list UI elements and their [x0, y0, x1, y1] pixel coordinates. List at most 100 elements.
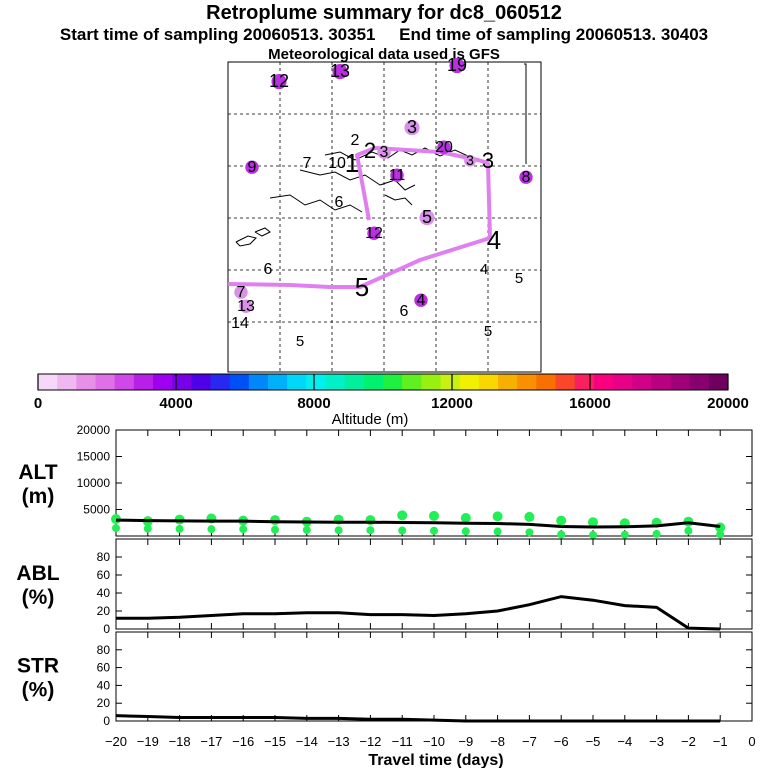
map-point-label: 11: [389, 167, 406, 184]
colorbar-swatch: [574, 374, 595, 390]
sampling-times: Start time of sampling 20060513. 30351 E…: [0, 25, 768, 45]
x-tick-label: −7: [522, 734, 537, 749]
map-frame: [227, 61, 542, 373]
altitude-point: [620, 530, 629, 539]
y-tick-label: 60: [97, 661, 111, 675]
x-tick-label: −2: [681, 734, 696, 749]
map-point-marker: [464, 154, 476, 167]
x-axis: −20 −19 −18 −17 −16 −15 −14 −13 −12 −11 −10 −9 −8 −7−…: [105, 734, 756, 768]
map-point-label: 14: [231, 315, 249, 332]
panel-unit-label: (%): [22, 586, 55, 609]
colorbar-swatch: [440, 374, 461, 390]
y-tick-label: 10000: [77, 476, 111, 490]
colorbar-swatch: [651, 374, 671, 390]
colorbar-swatch: [632, 374, 652, 390]
colorbar-swatch: [95, 374, 116, 390]
met-data-label: Meteorological data used is GFS: [268, 46, 500, 63]
altitude-point: [270, 515, 280, 526]
colorbar-swatch: [268, 374, 288, 390]
map-point-label: 9: [248, 159, 257, 176]
x-tick-label: −15: [264, 734, 286, 749]
altitude-point: [207, 525, 216, 534]
map-point-label: 2: [351, 132, 360, 149]
colorbar-swatch: [210, 374, 231, 390]
y-tick-label: 5000: [83, 503, 110, 517]
x-axis-label: Travel time (days): [368, 752, 503, 768]
map-point-marker: [271, 74, 287, 90]
x-tick-label: −5: [586, 734, 601, 749]
y-tick-label: 80: [97, 643, 111, 657]
altitude-point: [461, 527, 470, 536]
y-tick-label: 40: [97, 586, 111, 600]
y-tick-label: 15000: [77, 450, 111, 464]
x-tick-label: −19: [137, 734, 159, 749]
map-point-label: 10: [328, 155, 346, 172]
colorbar-tick-label: 12000: [431, 395, 473, 412]
colorbar-tick-label: 0: [34, 395, 42, 412]
panel-label: ABL: [16, 562, 59, 585]
x-tick-label: −11: [392, 734, 413, 749]
colorbar-swatch: [478, 374, 499, 390]
altitude-point: [175, 524, 184, 533]
x-tick-label: −16: [232, 734, 254, 749]
map-point-label: 6: [400, 303, 409, 320]
x-tick-label: −3: [649, 734, 664, 749]
altitude-point: [525, 528, 534, 537]
altitude-point: [557, 530, 566, 539]
coastline: [235, 63, 527, 247]
map-point-label: 5: [296, 333, 304, 350]
altitude-point: [589, 530, 597, 539]
map-point-label: 20: [435, 139, 453, 156]
colorbar-swatch: [57, 374, 77, 390]
map-point-marker: [377, 145, 391, 159]
panel-unit-label: (%): [22, 679, 55, 702]
chart-title: Retroplume summary for dc8_060512: [206, 2, 562, 24]
altitude-point: [397, 510, 408, 521]
altitude-point: [684, 526, 693, 535]
y-tick-label: 60: [97, 568, 111, 582]
altitude-point: [143, 524, 152, 533]
panel-str: 0 20 40 60 80 STR(%): [17, 631, 753, 728]
colorbar-swatch: [133, 374, 154, 390]
y-tick-label: 20: [97, 604, 111, 618]
colorbar-swatch: [306, 374, 326, 390]
map-point-marker: [414, 293, 428, 307]
altitude-line: [115, 518, 721, 529]
colorbar-tick-label: 20000: [707, 395, 749, 412]
colorbar-swatch: [402, 374, 422, 390]
altitude-point: [429, 510, 439, 521]
colorbar-swatch: [555, 374, 576, 390]
colorbar-swatch: [689, 374, 710, 390]
altitude-point: [493, 527, 502, 536]
altitude-point: [366, 526, 375, 535]
y-tick-label: 20000: [77, 423, 111, 437]
map-point-marker: [437, 140, 451, 154]
map-point-marker: [449, 58, 465, 74]
colorbar-swatch: [287, 374, 307, 390]
altitude-point: [239, 525, 248, 534]
map-point-label: 3: [380, 144, 389, 161]
x-tick-label: −12: [359, 734, 381, 749]
altitude-point: [398, 526, 407, 535]
map-point-label: 2: [364, 138, 376, 163]
colorbar-swatch: [153, 374, 173, 390]
colorbar-swatch: [459, 374, 480, 390]
altitude-point: [492, 511, 503, 522]
map-point-label: 3: [407, 117, 417, 137]
map-point-label: 1: [345, 148, 359, 178]
panel-frame: [115, 631, 753, 722]
altitude-point: [112, 524, 120, 533]
colorbar-swatch: [191, 374, 211, 390]
y-tick-label: 20: [97, 696, 111, 710]
x-tick-label: −20: [105, 734, 127, 749]
altitude-point: [430, 526, 438, 535]
colorbar-swatch: [708, 374, 729, 390]
map-point-marker: [234, 285, 248, 299]
map-point-label: 4: [480, 261, 488, 278]
x-tick-label: −1: [713, 734, 728, 749]
x-tick-label: −14: [296, 734, 318, 749]
map-point-label: 5: [422, 207, 432, 227]
